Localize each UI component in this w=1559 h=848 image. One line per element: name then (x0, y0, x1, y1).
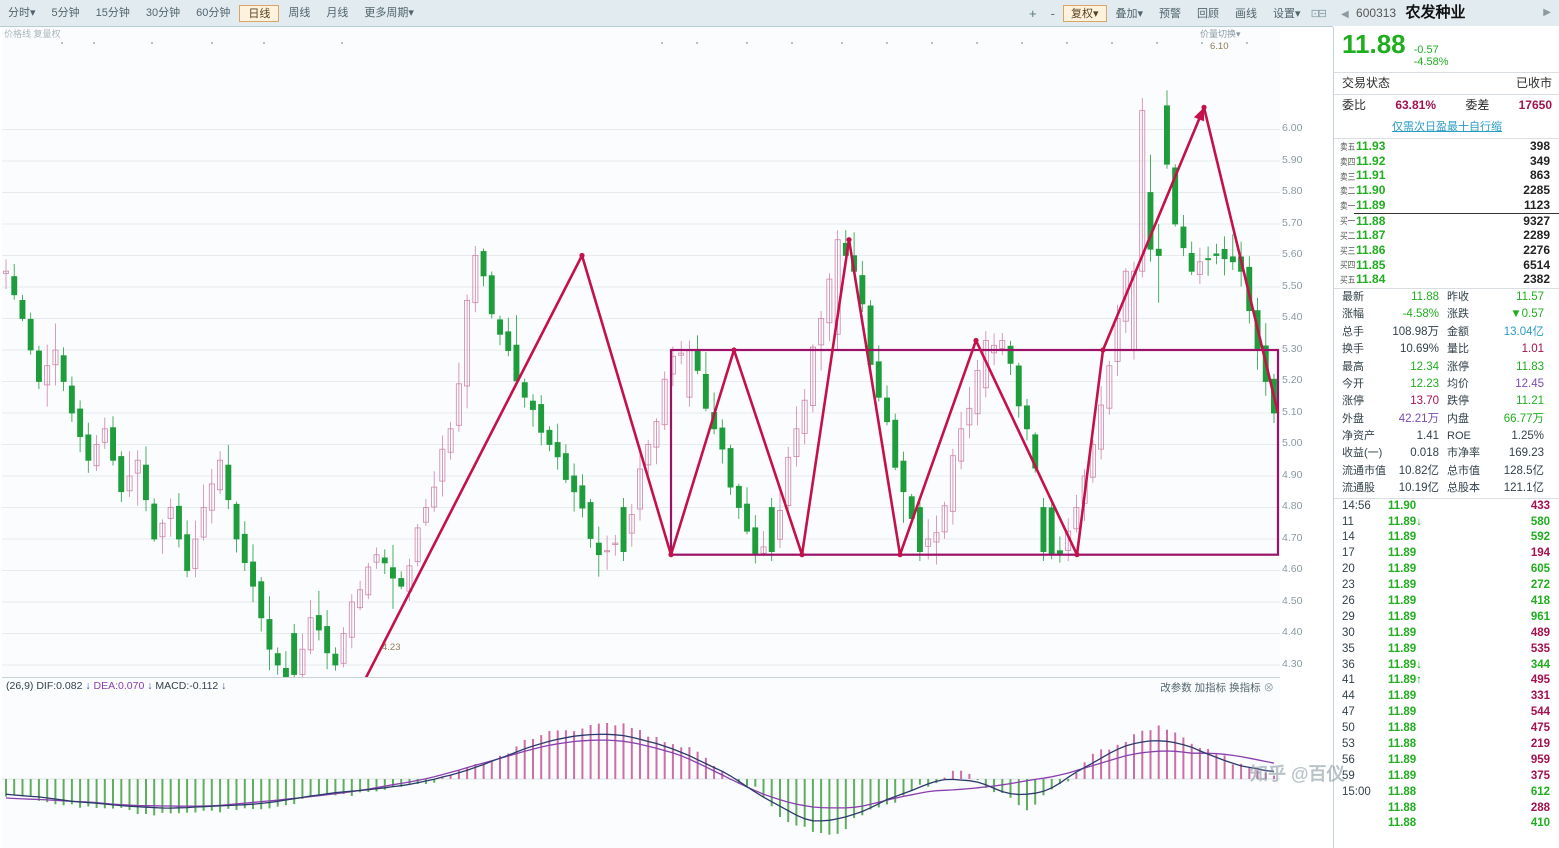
svg-text:4.23: 4.23 (382, 642, 401, 653)
svg-text:价格线 复量权: 价格线 复量权 (4, 28, 61, 39)
svg-text:6.10: 6.10 (1210, 41, 1229, 52)
svg-text:价量切换▾: 价量切换▾ (1200, 28, 1241, 39)
